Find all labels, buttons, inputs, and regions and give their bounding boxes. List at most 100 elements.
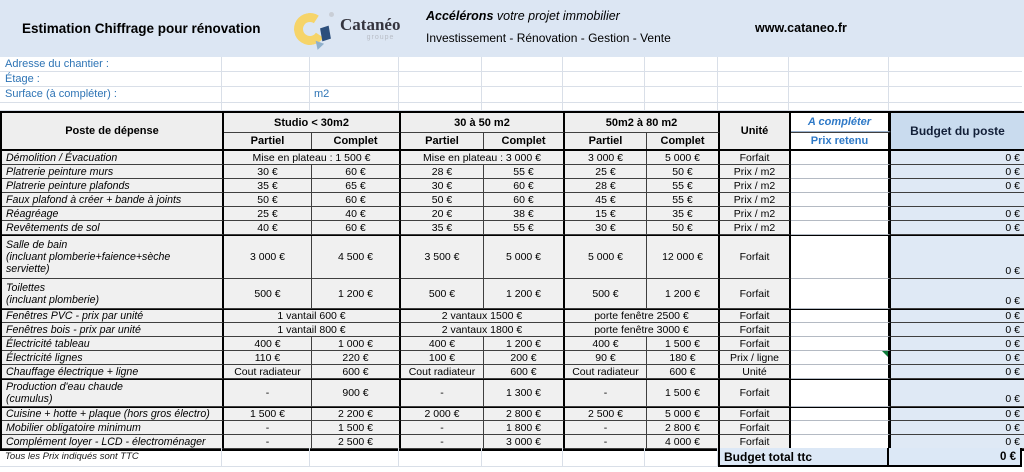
retained-price-cell[interactable] [791,193,891,207]
row-label: Électricité tableau [2,337,224,351]
col-header-poste: Poste de dépense [2,113,224,149]
row-label-line: Revêtements de sol [6,221,100,234]
col-header-studio: Studio < 30m2 [224,113,401,132]
col-header-partiel: Partiel [224,132,312,149]
surface-label: Surface (à compléter) : [0,87,222,103]
price-cell: 90 € [565,351,647,365]
retained-price-cell[interactable] [791,323,891,337]
table-row: Platrerie peinture murs 30 €60 €28 €55 €2… [2,165,1024,179]
unit-cell: Prix / m2 [720,207,791,221]
price-cell: 60 € [312,193,401,207]
row-label: Production d'eau chaude (cumulus) [2,380,224,407]
website-link[interactable]: www.cataneo.fr [755,21,847,35]
row-label-line: Complément loyer - LCD - électroménager [6,435,206,448]
logo-blue-shape-icon [312,40,325,52]
row-label: Faux plafond à créer + bande à joints [2,193,224,207]
retained-price-cell[interactable] [791,337,891,351]
row-label-line: Chauffage électrique + ligne [6,365,139,378]
col-header-complet: Complet [647,132,720,149]
retained-price-cell[interactable] [791,310,891,323]
retained-price-cell[interactable] [791,435,891,449]
price-cell: Cout radiateur [565,365,647,379]
budget-total-value: 0 € [889,448,1022,467]
retained-price-cell[interactable] [791,236,891,279]
retained-price-cell[interactable] [791,179,891,193]
price-cell: 30 € [565,221,647,235]
price-cell: 2 500 € [312,435,401,449]
price-cell: 55 € [647,179,720,193]
price-cell: 2 000 € [401,408,484,421]
footer-row: Tous les Prix indiqués sont TTC Budget t… [0,448,1024,467]
price-cell: 28 € [565,179,647,193]
table-row: Complément loyer - LCD - électroménager -… [2,435,1024,449]
spacer-row [0,103,1022,111]
table-header: Poste de dépense Studio < 30m2 30 à 50 m… [2,113,1024,151]
table-row: Démolition / Évacuation Mise en plateau :… [2,151,1024,165]
budget-cell: 0 € [891,179,1024,193]
floor-input-cell[interactable] [222,72,310,87]
table-row: Mobilier obligatoire minimum -1 500 € -1 8… [2,421,1024,435]
price-cell: 3 000 € [484,435,565,449]
price-cell: 5 000 € [484,236,565,279]
retained-price-cell[interactable] [791,380,891,407]
row-label: Chauffage électrique + ligne [2,365,224,379]
surface-input-cell[interactable] [222,87,310,103]
price-cell: 20 € [401,207,484,221]
price-cell: 1 500 € [647,380,720,407]
budget-cell: 0 € [891,323,1024,337]
row-label-line: Démolition / Évacuation [6,151,118,164]
tagline: Accélérons votre projet immobilier [426,9,620,23]
retained-price-cell[interactable] [791,421,891,435]
price-cell: 1 500 € [312,421,401,435]
retained-price-cell[interactable] [791,365,891,379]
row-label-line: Cuisine + hotte + plaque (hors gros élec… [6,408,210,420]
price-cell: - [401,435,484,449]
unit-cell: Forfait [720,337,791,351]
price-cell: 40 € [312,207,401,221]
budget-cell: 0 € [891,408,1024,421]
price-cell: 220 € [312,351,401,365]
price-cell: 3 500 € [401,236,484,279]
brand-name: Catanéo [340,15,401,34]
budget-cell: 0 € [891,421,1024,435]
col-header-partiel: Partiel [401,132,484,149]
unit-cell: Forfait [720,421,791,435]
price-cell: 180 € [647,351,720,365]
retained-price-cell[interactable] [791,207,891,221]
table-row: Revêtements de sol 40 €60 €35 €55 €30 €50… [2,221,1024,235]
price-cell: 1 200 € [312,279,401,309]
price-cell: 2 vantaux 1800 € [401,323,565,337]
price-cell: 4 500 € [312,236,401,279]
table-row: Chauffage électrique + ligne Cout radiate… [2,365,1024,379]
address-label: Adresse du chantier : [0,57,222,72]
price-cell: 35 € [224,179,312,193]
col-header-complet: Complet [484,132,565,149]
price-cell: 500 € [565,279,647,309]
retained-price-cell[interactable] [791,351,891,365]
retained-price-cell[interactable] [791,279,891,309]
price-cell: 100 € [401,351,484,365]
price-cell: 5 000 € [647,151,720,165]
price-cell: 2 500 € [565,408,647,421]
price-cell: 2 200 € [312,408,401,421]
budget-cell: 0 € [891,279,1024,309]
retained-price-cell[interactable] [791,151,891,165]
unit-cell: Forfait [720,435,791,449]
price-cell: 25 € [565,165,647,179]
price-cell: 600 € [484,365,565,379]
retained-price-cell[interactable] [791,165,891,179]
budget-total-label: Budget total ttc [718,448,889,467]
unit-cell: Forfait [720,408,791,421]
logo-navy-shape-icon [320,25,331,42]
budget-cell: 0 € [891,435,1024,449]
retained-price-cell[interactable] [791,408,891,421]
retained-price-cell[interactable] [791,221,891,235]
unit-cell: Prix / m2 [720,221,791,235]
price-cell: 1 800 € [484,421,565,435]
price-cell: 110 € [224,351,312,365]
address-input-cell[interactable] [222,57,310,72]
price-cell: 60 € [312,221,401,235]
budget-cell: 0 € [891,337,1024,351]
brand-sub: groupe [366,34,395,41]
price-cell: 600 € [312,365,401,379]
